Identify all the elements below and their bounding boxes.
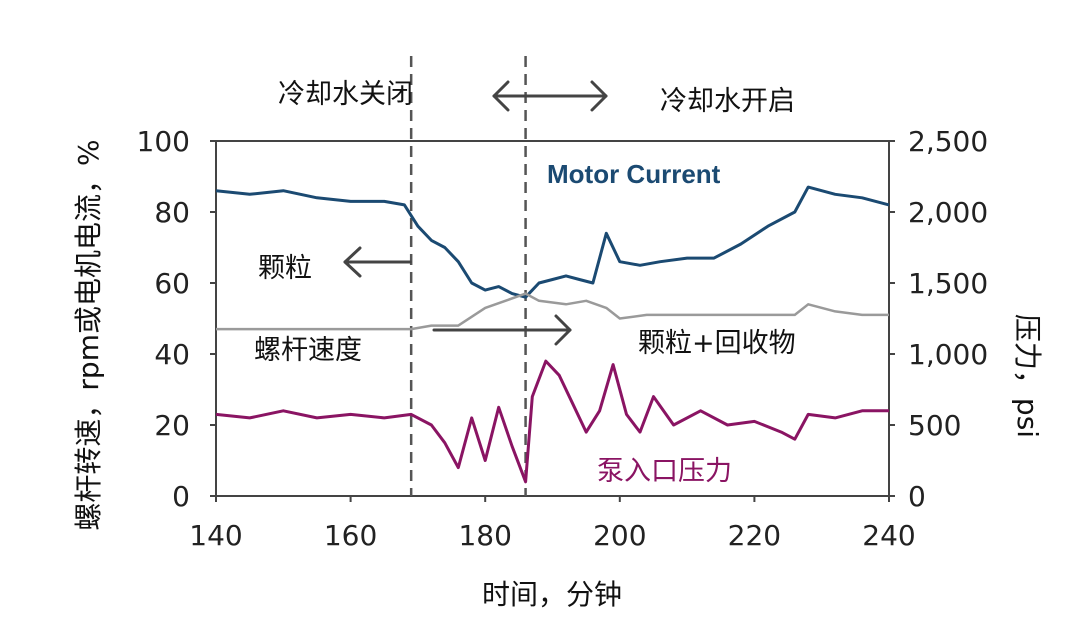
y-left-tick-label: 40 <box>154 338 190 371</box>
annotation-cooling-on: 冷却水开启 <box>660 86 795 117</box>
annotation-motor-current: Motor Current <box>547 159 721 189</box>
y-left-tick-label: 80 <box>154 196 190 229</box>
y-right-tick-label: 1,500 <box>908 267 988 300</box>
y-right-tick-label: 0 <box>908 480 926 513</box>
x-tick-label: 240 <box>862 519 915 552</box>
y-right-tick-label: 1,000 <box>908 338 988 371</box>
y-left-axis-title: 螺杆转速，rpm或电机电流，% <box>72 139 105 530</box>
annotation-pellets: 颗粒 <box>258 253 312 284</box>
series-group <box>215 185 890 484</box>
y-right-axis-title: 压力，psi <box>1011 314 1044 438</box>
annotation-cooling-off: 冷却水关闭 <box>278 79 413 110</box>
y-left-tick-label: 60 <box>154 267 190 300</box>
x-tick-label: 220 <box>728 519 781 552</box>
y-left-tick-label: 0 <box>172 480 190 513</box>
annotation-pellets-recycle: 颗粒+回收物 <box>638 328 796 359</box>
annotation-pump-inlet-pressure: 泵入口压力 <box>597 456 732 487</box>
y-left-tick-label: 100 <box>137 125 190 158</box>
x-tick-label: 160 <box>324 519 377 552</box>
plot-frame <box>215 140 890 497</box>
y-left-tick-label: 20 <box>154 409 190 442</box>
x-axis-title: 时间，分钟 <box>482 578 622 611</box>
x-tick-label: 140 <box>189 519 242 552</box>
y-right-tick-label: 2,000 <box>908 196 988 229</box>
series-line <box>215 185 890 299</box>
y-right-tick-label: 500 <box>908 409 961 442</box>
annotation-screw-speed: 螺杆速度 <box>254 335 362 366</box>
right-arrow-icon <box>432 314 572 346</box>
y-left-ticks: 0 20 40 60 80 100 <box>137 125 216 513</box>
double-arrow-icon <box>492 80 608 112</box>
x-ticks: 140 160 180 200 220 240 <box>189 496 916 552</box>
arrows <box>343 80 608 346</box>
x-tick-label: 180 <box>458 519 511 552</box>
y-right-ticks: 0 500 1,000 1,500 2,000 2,500 <box>889 125 988 513</box>
series-line <box>216 292 889 331</box>
left-arrow-icon <box>343 246 412 278</box>
y-right-tick-label: 2,500 <box>908 125 988 158</box>
series-line <box>215 359 889 484</box>
x-tick-label: 200 <box>593 519 646 552</box>
reference-lines <box>409 56 527 496</box>
